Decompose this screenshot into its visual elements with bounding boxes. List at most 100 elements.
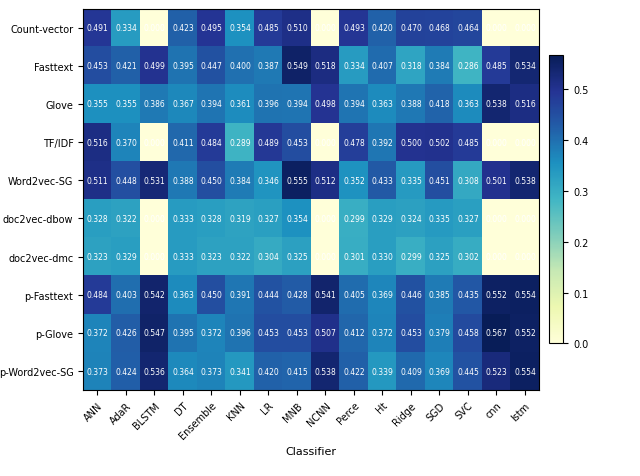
Text: 0.420: 0.420 xyxy=(257,367,279,376)
Text: 0.327: 0.327 xyxy=(457,215,479,223)
Text: 0.372: 0.372 xyxy=(200,329,222,337)
Text: 0.422: 0.422 xyxy=(343,367,365,376)
Text: 0.531: 0.531 xyxy=(143,177,165,185)
Text: 0.354: 0.354 xyxy=(286,215,308,223)
Text: 0.424: 0.424 xyxy=(115,367,137,376)
Text: 0.541: 0.541 xyxy=(315,291,337,299)
Text: 0.511: 0.511 xyxy=(86,177,108,185)
Text: 0.468: 0.468 xyxy=(429,24,451,33)
Text: 0.370: 0.370 xyxy=(115,139,137,147)
Text: 0.322: 0.322 xyxy=(229,253,251,261)
Text: 0.364: 0.364 xyxy=(172,367,194,376)
Text: 0.485: 0.485 xyxy=(457,139,479,147)
Text: 0.554: 0.554 xyxy=(514,291,536,299)
Text: 0.518: 0.518 xyxy=(315,62,336,71)
Text: 0.325: 0.325 xyxy=(429,253,451,261)
Text: 0.322: 0.322 xyxy=(115,215,137,223)
Text: 0.421: 0.421 xyxy=(115,62,137,71)
Text: 0.286: 0.286 xyxy=(457,62,479,71)
Text: 0.403: 0.403 xyxy=(115,291,137,299)
Text: 0.552: 0.552 xyxy=(514,329,536,337)
Text: 0.395: 0.395 xyxy=(172,62,194,71)
Text: 0.319: 0.319 xyxy=(229,215,251,223)
Text: 0.363: 0.363 xyxy=(457,100,479,109)
Text: 0.339: 0.339 xyxy=(371,367,394,376)
Text: 0.542: 0.542 xyxy=(143,291,165,299)
Text: 0.464: 0.464 xyxy=(457,24,479,33)
Text: 0.352: 0.352 xyxy=(343,177,365,185)
Text: 0.324: 0.324 xyxy=(400,215,422,223)
Text: 0.495: 0.495 xyxy=(200,24,222,33)
Text: 0.450: 0.450 xyxy=(200,177,222,185)
Text: 0.000: 0.000 xyxy=(314,139,337,147)
Text: 0.552: 0.552 xyxy=(486,291,508,299)
Text: 0.333: 0.333 xyxy=(172,253,194,261)
Text: 0.426: 0.426 xyxy=(115,329,137,337)
Text: 0.327: 0.327 xyxy=(257,215,279,223)
Text: 0.453: 0.453 xyxy=(400,329,422,337)
Text: 0.329: 0.329 xyxy=(372,215,394,223)
Text: 0.400: 0.400 xyxy=(229,62,251,71)
Text: 0.409: 0.409 xyxy=(400,367,422,376)
Text: 0.000: 0.000 xyxy=(486,253,508,261)
Text: 0.470: 0.470 xyxy=(400,24,422,33)
Text: 0.369: 0.369 xyxy=(371,291,394,299)
Text: 0.369: 0.369 xyxy=(429,367,451,376)
Text: 0.000: 0.000 xyxy=(143,139,165,147)
Text: 0.299: 0.299 xyxy=(343,215,365,223)
Text: 0.394: 0.394 xyxy=(343,100,365,109)
Text: 0.394: 0.394 xyxy=(286,100,308,109)
Text: 0.384: 0.384 xyxy=(429,62,451,71)
Text: 0.318: 0.318 xyxy=(400,62,422,71)
Text: 0.000: 0.000 xyxy=(514,24,536,33)
Text: 0.330: 0.330 xyxy=(371,253,394,261)
Text: 0.384: 0.384 xyxy=(229,177,251,185)
Text: 0.363: 0.363 xyxy=(172,291,194,299)
Text: 0.302: 0.302 xyxy=(457,253,479,261)
X-axis label: Classifier: Classifier xyxy=(285,446,337,456)
Text: 0.516: 0.516 xyxy=(514,100,536,109)
Text: 0.450: 0.450 xyxy=(200,291,222,299)
Text: 0.407: 0.407 xyxy=(371,62,394,71)
Text: 0.433: 0.433 xyxy=(371,177,394,185)
Text: 0.510: 0.510 xyxy=(286,24,308,33)
Text: 0.341: 0.341 xyxy=(229,367,251,376)
Text: 0.388: 0.388 xyxy=(172,177,194,185)
Text: 0.512: 0.512 xyxy=(315,177,336,185)
Text: 0.499: 0.499 xyxy=(143,62,165,71)
Text: 0.538: 0.538 xyxy=(315,367,337,376)
Text: 0.367: 0.367 xyxy=(172,100,194,109)
Text: 0.484: 0.484 xyxy=(86,291,108,299)
Text: 0.485: 0.485 xyxy=(486,62,508,71)
Text: 0.395: 0.395 xyxy=(172,329,194,337)
Text: 0.498: 0.498 xyxy=(315,100,337,109)
Text: 0.501: 0.501 xyxy=(486,177,508,185)
Text: 0.453: 0.453 xyxy=(286,329,308,337)
Text: 0.361: 0.361 xyxy=(229,100,251,109)
Text: 0.334: 0.334 xyxy=(115,24,137,33)
Text: 0.547: 0.547 xyxy=(143,329,165,337)
Text: 0.323: 0.323 xyxy=(86,253,108,261)
Text: 0.489: 0.489 xyxy=(257,139,279,147)
Text: 0.391: 0.391 xyxy=(229,291,251,299)
Text: 0.396: 0.396 xyxy=(229,329,251,337)
Text: 0.484: 0.484 xyxy=(200,139,222,147)
Text: 0.418: 0.418 xyxy=(429,100,451,109)
Text: 0.373: 0.373 xyxy=(86,367,108,376)
Text: 0.000: 0.000 xyxy=(314,215,337,223)
Text: 0.536: 0.536 xyxy=(143,367,165,376)
Text: 0.333: 0.333 xyxy=(172,215,194,223)
Text: 0.453: 0.453 xyxy=(286,139,308,147)
Text: 0.363: 0.363 xyxy=(371,100,394,109)
Text: 0.000: 0.000 xyxy=(314,253,337,261)
Text: 0.373: 0.373 xyxy=(200,367,222,376)
Text: 0.335: 0.335 xyxy=(429,215,451,223)
Text: 0.000: 0.000 xyxy=(143,24,165,33)
Text: 0.555: 0.555 xyxy=(286,177,308,185)
Text: 0.355: 0.355 xyxy=(86,100,108,109)
Text: 0.451: 0.451 xyxy=(429,177,451,185)
Text: 0.372: 0.372 xyxy=(86,329,108,337)
Text: 0.549: 0.549 xyxy=(286,62,308,71)
Text: 0.000: 0.000 xyxy=(486,139,508,147)
Text: 0.491: 0.491 xyxy=(86,24,108,33)
